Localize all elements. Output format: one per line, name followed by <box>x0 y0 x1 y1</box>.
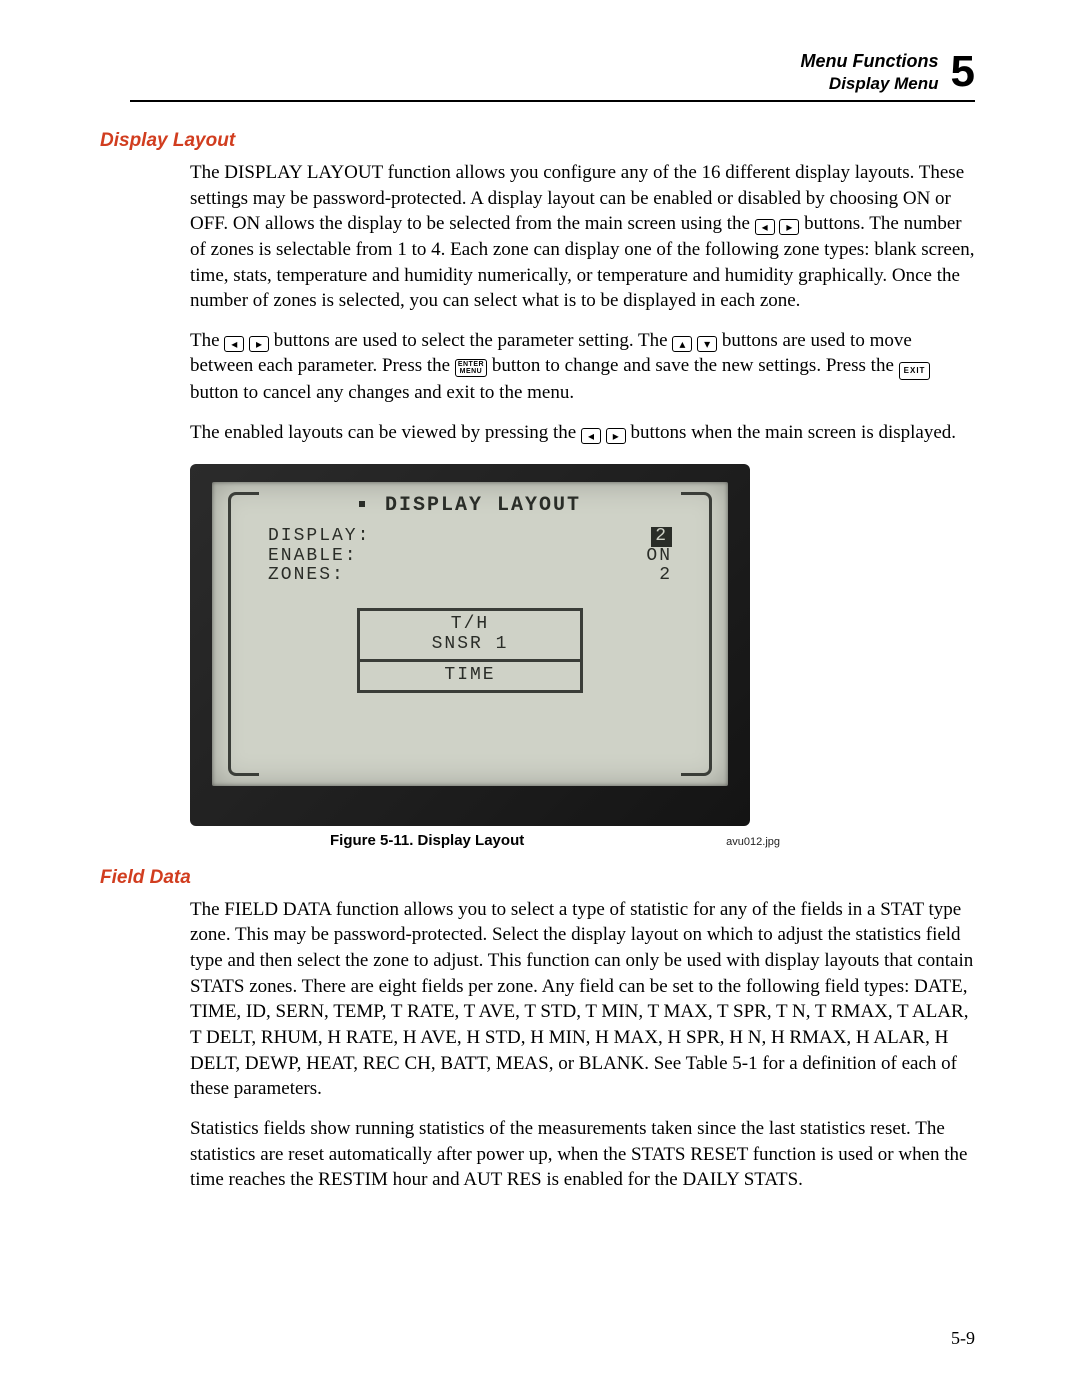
text: DISPLAY LAYOUT <box>385 494 581 517</box>
text: buttons are used to select the parameter… <box>274 330 673 351</box>
lcd-bracket-left-icon <box>228 492 259 776</box>
lcd-parameters: DISPLAY: 2 ENABLE: ON ZONES: 2 <box>268 527 672 586</box>
figure-filename: avu012.jpg <box>726 836 780 848</box>
left-arrow-icon: ◂ <box>224 336 244 352</box>
header-line2: Display Menu <box>801 73 939 94</box>
page-number: 5-9 <box>951 1328 975 1349</box>
lcd-row-display: DISPLAY: 2 <box>268 527 672 547</box>
lcd-zone-preview: T/H SNSR 1 TIME <box>357 608 583 692</box>
text: T/H <box>360 615 580 635</box>
text: MENU <box>460 368 483 375</box>
lcd-content: DISPLAY LAYOUT DISPLAY: 2 ENABLE: ON ZON… <box>268 494 672 693</box>
para-2: The ◂ ▸ buttons are used to select the p… <box>190 328 975 406</box>
device-bezel: DISPLAY LAYOUT DISPLAY: 2 ENABLE: ON ZON… <box>190 464 750 826</box>
lcd-title: DISPLAY LAYOUT <box>268 494 672 517</box>
section-title-display-layout: Display Layout <box>100 130 975 152</box>
lcd-zone-1: T/H SNSR 1 <box>360 611 580 659</box>
header-line1: Menu Functions <box>801 50 939 73</box>
header-rule <box>130 100 975 102</box>
lcd-bracket-right-icon <box>681 492 712 776</box>
page-header: Menu Functions Display Menu 5 <box>130 50 975 94</box>
down-arrow-icon: ▾ <box>697 336 717 352</box>
left-arrow-icon: ◂ <box>581 428 601 444</box>
text: The enabled layouts can be viewed by pre… <box>190 422 581 443</box>
lcd-label: ENABLE: <box>268 547 358 567</box>
section-title-field-data: Field Data <box>100 867 975 889</box>
lcd-value-highlighted: 2 <box>651 527 672 547</box>
left-arrow-icon: ◂ <box>755 219 775 235</box>
text: button to cancel any changes and exit to… <box>190 382 574 403</box>
lcd-value: ON <box>646 547 672 567</box>
right-arrow-icon: ▸ <box>779 219 799 235</box>
lcd-row-enable: ENABLE: ON <box>268 547 672 567</box>
lcd-screen: DISPLAY LAYOUT DISPLAY: 2 ENABLE: ON ZON… <box>212 482 728 786</box>
figure-caption: Figure 5-11. Display Layout <box>330 832 524 849</box>
lcd-zone-2: TIME <box>360 659 580 690</box>
figure-5-11: DISPLAY LAYOUT DISPLAY: 2 ENABLE: ON ZON… <box>190 464 780 849</box>
lcd-label: DISPLAY: <box>268 527 370 547</box>
exit-button-icon: EXIT <box>899 362 931 380</box>
header-text: Menu Functions Display Menu <box>801 50 939 94</box>
up-arrow-icon: ▴ <box>672 336 692 352</box>
section-display-layout: The DISPLAY LAYOUT function allows you c… <box>190 160 975 446</box>
lcd-row-zones: ZONES: 2 <box>268 566 672 586</box>
text: button to change and save the new settin… <box>492 355 899 376</box>
figure-meta: Figure 5-11. Display Layout avu012.jpg <box>190 832 780 849</box>
enter-menu-button-icon: ENTER MENU <box>455 359 487 377</box>
section-field-data: The FIELD DATA function allows you to se… <box>190 897 975 1193</box>
lcd-title-dot-icon <box>359 501 365 507</box>
para-1: The DISPLAY LAYOUT function allows you c… <box>190 160 975 314</box>
text: The <box>190 330 224 351</box>
text: ENTER <box>458 361 484 368</box>
chapter-number: 5 <box>951 50 975 94</box>
para-4: The FIELD DATA function allows you to se… <box>190 897 975 1102</box>
right-arrow-icon: ▸ <box>606 428 626 444</box>
text: SNSR 1 <box>360 635 580 655</box>
manual-page: Menu Functions Display Menu 5 Display La… <box>0 0 1080 1397</box>
lcd-value: 2 <box>659 566 672 586</box>
para-5: Statistics fields show running statistic… <box>190 1116 975 1193</box>
lcd-label: ZONES: <box>268 566 345 586</box>
para-3: The enabled layouts can be viewed by pre… <box>190 420 975 446</box>
right-arrow-icon: ▸ <box>249 336 269 352</box>
text: buttons when the main screen is displaye… <box>630 422 956 443</box>
